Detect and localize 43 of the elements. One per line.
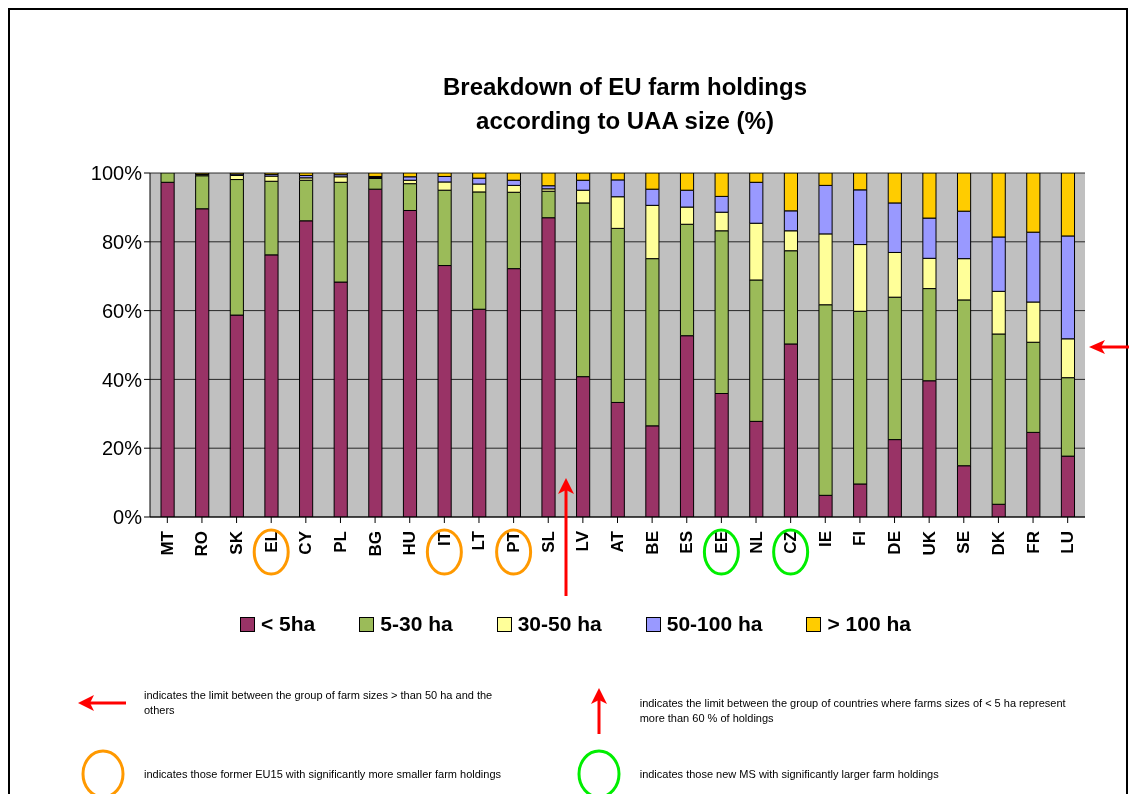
x-tick-label: SK (227, 530, 247, 555)
chart-title: Breakdown of EU farm holdings according to UAA size (%) (442, 72, 808, 136)
x-tick-label: CZ (781, 531, 801, 554)
x-tick-label: PL (330, 531, 350, 553)
y-tick-label: 0% (113, 506, 143, 529)
y-tick-label: 40% (101, 368, 143, 391)
y-tick-label: 20% (101, 437, 143, 460)
text: indicates the limit between the group of farm sizes > than 50 ha and the others (144, 688, 494, 718)
x-tick-label: SE (954, 531, 974, 554)
text: indicates the limit between the group of countries where farms sizes of < 5 ha represent more than 60 % of holdings (639, 696, 1067, 726)
x-tick-label: LU (1058, 531, 1078, 554)
x-tick-label: LT (469, 530, 489, 551)
x-tick-label: UK (919, 530, 939, 556)
x-tick-label: IT (434, 530, 454, 547)
x-tick-label: HU (400, 531, 420, 556)
x-tick-label: LV (573, 530, 593, 552)
x-tick-label: NL (746, 531, 766, 554)
x-tick-label: SL (538, 531, 558, 553)
x-tick-label: DK (988, 530, 1008, 556)
legend-label: 5-30 ha (380, 612, 453, 636)
x-tick-label: MT (157, 530, 177, 556)
y-tick-label: 60% (101, 299, 143, 322)
text: indicates those new MS with significantly larger farm holdings (639, 766, 940, 782)
x-tick-label: FR (1023, 531, 1043, 554)
x-tick-label: EL (261, 531, 281, 553)
x-tick-label: BE (642, 531, 662, 555)
x-tick-label: FI (850, 531, 870, 547)
text: indicates those former EU15 with significantly more smaller farm holdings (144, 766, 503, 782)
x-tick-label: BG (365, 531, 385, 557)
x-tick-label: RO (192, 531, 212, 557)
legend-label: 30-50 ha (517, 612, 602, 636)
y-tick-label: 80% (101, 230, 143, 253)
x-tick-label: EE (711, 531, 731, 554)
legend-label: > 100 ha (827, 612, 911, 636)
x-tick-label: PT (504, 530, 524, 553)
x-tick-label: CY (296, 530, 316, 555)
x-tick-label: ES (677, 531, 697, 554)
x-tick-label: AT (608, 530, 627, 553)
y-tick-label: 100% (90, 162, 143, 185)
legend-label: < 5ha (261, 612, 316, 636)
x-tick-label: DE (885, 531, 905, 555)
legend-label: 50-100 ha (666, 612, 763, 636)
x-tick-label: IE (815, 531, 835, 548)
